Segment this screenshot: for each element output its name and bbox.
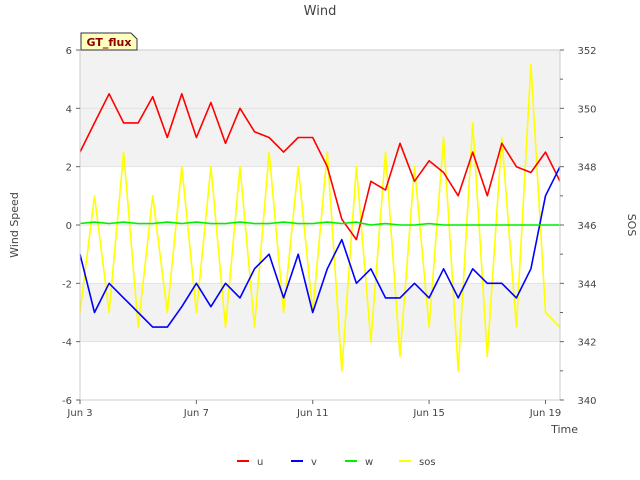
series-line-sos — [79, 63, 561, 372]
y-tick-label: 4 — [66, 104, 72, 115]
y-tick-label: 2 — [66, 163, 72, 174]
left-axis-ticks: -6 -4 -2 0 2 4 6 — [62, 46, 80, 407]
y2-tick-label: 350 — [577, 104, 596, 115]
right-axis-ticks: 340 342 344 346 348 350 352 — [560, 46, 597, 407]
y2-tick-label: 348 — [577, 163, 596, 174]
legend: u v w sos — [237, 457, 436, 468]
legend-label-w: w — [365, 457, 373, 468]
y-tick-label: 0 — [66, 221, 72, 232]
y2-tick-label: 346 — [577, 221, 596, 232]
x-tick-label: Jun 19 — [529, 408, 562, 419]
legend-label-u: u — [257, 457, 263, 468]
x-axis-ticks: Jun 3 Jun 7 Jun 11 Jun 15 Jun 19 — [66, 400, 561, 419]
series-line-u — [79, 93, 561, 241]
y2-tick-label: 344 — [577, 279, 596, 290]
x-tick-label: Jun 7 — [183, 408, 209, 419]
x-axis-label: Time — [550, 423, 578, 436]
x-tick-label: Jun 3 — [66, 408, 92, 419]
series-line-v — [79, 166, 561, 328]
series-lines — [79, 63, 561, 372]
y2-tick-label: 352 — [577, 46, 596, 57]
legend-label-sos: sos — [419, 457, 436, 468]
y-axis-label: Wind Speed — [8, 192, 21, 258]
y-tick-label: -6 — [62, 396, 72, 407]
legend-label-v: v — [311, 457, 317, 468]
x-tick-label: Jun 15 — [412, 408, 445, 419]
x-tick-label: Jun 11 — [296, 408, 329, 419]
series-line-w — [79, 221, 560, 226]
y2-tick-label: 340 — [577, 396, 596, 407]
y2-tick-label: 342 — [577, 338, 596, 349]
y-tick-label: 6 — [66, 46, 72, 57]
y-tick-label: -4 — [62, 338, 72, 349]
chart-title: Wind — [304, 4, 337, 19]
y2-axis-label: SOS — [625, 214, 638, 237]
y-tick-label: -2 — [62, 279, 72, 290]
gt-flux-badge: GT_flux — [80, 32, 138, 51]
badge-label: GT_flux — [87, 36, 132, 49]
